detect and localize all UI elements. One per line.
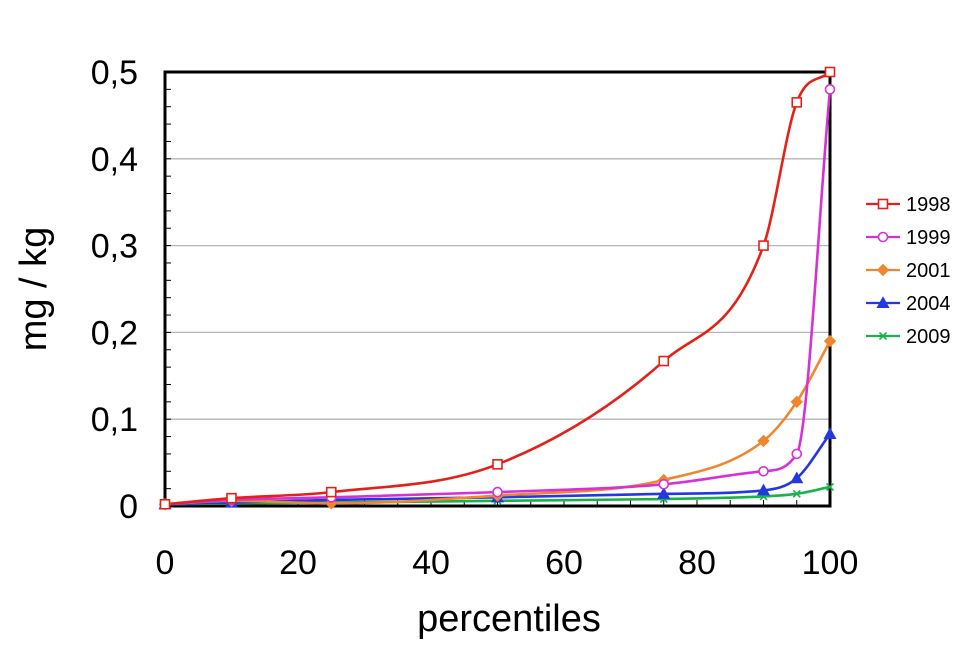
series-lines [164, 70, 832, 506]
data-point-1999 [824, 84, 836, 95]
y-tick-label: 0,4 [91, 141, 138, 179]
data-point-1998 [824, 66, 836, 78]
series-line-2001 [164, 340, 832, 506]
data-point-1999 [758, 465, 769, 477]
legend-marker [877, 198, 889, 210]
legend-marker [876, 263, 890, 277]
x-axis-ticks: 0 20 40 60 80 100 [156, 544, 859, 582]
y-axis-title: mg / kg [13, 227, 55, 352]
data-point-2009-stroke-b [825, 482, 835, 491]
y-tick-label: 0,1 [91, 401, 138, 439]
series-line-1998 [164, 70, 831, 506]
y-tick-label: 0,2 [91, 314, 138, 352]
data-point-2001 [790, 395, 803, 409]
legend-item-2001: 2001 [866, 260, 951, 282]
legend-item-2004: 2004 [866, 293, 951, 315]
y-tick-label: 0 [119, 488, 138, 526]
data-point-1999 [791, 448, 803, 460]
data-point-1998 [325, 486, 337, 498]
legend-item-1998: 1998 [866, 194, 951, 216]
gridlines [165, 158, 830, 420]
data-point-2004 [756, 483, 771, 496]
legend-label: 2009 [906, 326, 951, 348]
data-point-2004 [790, 471, 804, 484]
data-point-1998 [658, 355, 670, 367]
y-axis-ticks: 0 0,1 0,2 0,3 0,4 0,5 [91, 54, 138, 526]
data-point-1998 [159, 498, 171, 510]
legend: 1998 1999 2001 2004 2009 [866, 194, 951, 348]
x-tick-label: 40 [412, 544, 450, 582]
data-point-1999 [492, 486, 503, 498]
legend-label: 2001 [906, 260, 951, 282]
legend-marker [877, 231, 889, 243]
minor-ticks [165, 88, 798, 506]
x-tick-label: 0 [156, 544, 175, 582]
x-tick-label: 20 [279, 544, 317, 582]
legend-label: 1999 [906, 227, 951, 249]
data-point-2001 [757, 434, 770, 448]
data-point-2004 [657, 487, 671, 499]
data-point-2009 [825, 482, 835, 491]
x-tick-label: 60 [545, 544, 583, 582]
data-point-2009 [792, 489, 801, 498]
legend-label: 2004 [906, 293, 951, 315]
series-line-1999 [164, 89, 832, 506]
data-point-2001 [823, 334, 837, 348]
x-axis-title: percentiles [417, 598, 601, 640]
plot-frame [163, 70, 832, 508]
data-point-1999 [658, 478, 670, 490]
legend-item-1999: 1999 [866, 227, 951, 249]
y-tick-label: 0,5 [91, 54, 138, 92]
data-point-2004 [823, 427, 837, 440]
y-tick-label: 0,3 [91, 228, 138, 266]
x-tick-label: 100 [802, 544, 859, 582]
legend-label: 1998 [906, 194, 951, 216]
legend-marker [878, 331, 888, 341]
x-tick-label: 80 [678, 544, 716, 582]
data-point-1998 [791, 97, 803, 108]
legend-marker [876, 296, 890, 309]
data-point-1998 [226, 492, 237, 504]
data-point-1998 [492, 459, 503, 470]
legend-item-2009: 2009 [866, 326, 951, 348]
legend-marker-stroke-b [878, 331, 888, 341]
data-point-2009-stroke-b [792, 489, 801, 498]
series-markers [158, 66, 837, 511]
data-point-1998 [758, 240, 769, 251]
